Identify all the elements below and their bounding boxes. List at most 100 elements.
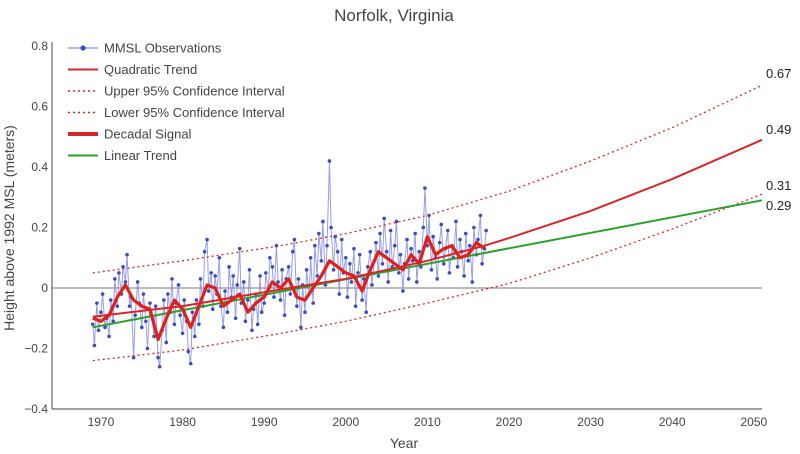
observation-point (376, 274, 381, 278)
observation-point (210, 307, 215, 311)
observation-point (397, 271, 401, 275)
end-value-label: 0.31 (766, 178, 791, 193)
observation-point (339, 237, 344, 242)
x-tick-label: 2020 (496, 415, 523, 429)
end-value-label: 0.67 (766, 66, 791, 81)
legend-item: Upper 95% Confidence Interval (68, 84, 285, 99)
observation-point (225, 310, 230, 315)
observation-point (413, 231, 417, 236)
y-tick-label: −0.4 (24, 402, 48, 416)
observation-point (384, 249, 389, 254)
observation-point (484, 228, 488, 233)
observation-point (290, 249, 295, 254)
observation-point (315, 274, 320, 278)
observation-point (180, 331, 185, 336)
legend-label: Decadal Signal (104, 127, 192, 142)
observation-point (258, 274, 262, 278)
observation-point (193, 334, 197, 339)
legend-label: Upper 95% Confidence Interval (104, 84, 285, 99)
observation-point (360, 298, 364, 302)
observation-point (235, 283, 240, 287)
observation-point (288, 292, 293, 296)
observation-point (186, 349, 191, 354)
legend-item: MMSL Observations (68, 41, 222, 56)
observation-point (190, 310, 195, 315)
observation-point (392, 243, 397, 248)
observation-point (259, 310, 264, 315)
observation-point (337, 292, 342, 296)
observation-point (141, 292, 146, 296)
observation-point (470, 280, 475, 284)
observation-point (406, 277, 411, 281)
y-axis-title: Height above 1992 MSL (meters) (1, 125, 17, 331)
observation-point (311, 301, 315, 305)
observation-point (417, 249, 422, 254)
observation-point (223, 289, 227, 293)
observation-point (280, 268, 284, 272)
observation-point (198, 277, 203, 281)
y-tick-label: 0.6 (31, 100, 48, 114)
observation-point (123, 280, 128, 284)
observation-point (343, 255, 348, 260)
observation-point (349, 280, 354, 284)
observation-point (100, 292, 105, 296)
observation-point (243, 319, 248, 324)
observation-point (282, 313, 287, 318)
observation-point (304, 268, 309, 272)
observation-point (409, 246, 413, 251)
x-tick-label: 2000 (332, 415, 359, 429)
observation-point (308, 255, 313, 260)
observation-point (364, 310, 368, 315)
observation-point (133, 313, 138, 318)
observation-point (441, 262, 446, 266)
observation-point (352, 246, 356, 251)
observation-point (241, 280, 246, 284)
observation-point (92, 343, 97, 348)
y-tick-label: 0.4 (31, 160, 48, 174)
legend-item: Lower 95% Confidence Interval (68, 105, 285, 120)
x-tick-label: 1980 (169, 415, 196, 429)
observation-point (295, 304, 299, 308)
observation-point (221, 325, 226, 330)
observation-point (164, 340, 169, 345)
observation-point (386, 280, 391, 284)
legend-swatch-marker (80, 45, 86, 51)
observation-point (431, 234, 435, 239)
upper-ci-line (92, 84, 763, 274)
observation-point (447, 271, 452, 275)
observation-point (329, 225, 333, 230)
observation-point (162, 298, 166, 302)
observation-point (139, 325, 144, 330)
observation-point (361, 277, 366, 281)
observation-point (472, 225, 476, 230)
observation-point (127, 304, 132, 308)
legend-item: Linear Trend (68, 148, 177, 163)
observation-point (401, 289, 405, 293)
observation-point (335, 249, 340, 254)
observation-point (312, 243, 317, 248)
observation-point (209, 271, 213, 275)
observation-point (462, 274, 466, 278)
observation-point (103, 325, 107, 330)
legend-label: Lower 95% Confidence Interval (104, 105, 285, 120)
observation-point (262, 301, 266, 305)
observation-point (202, 249, 207, 254)
observation-point (213, 274, 218, 278)
observation-point (458, 237, 462, 242)
x-tick-label: 2010 (414, 415, 441, 429)
observation-point (99, 310, 103, 315)
observation-point (272, 295, 276, 299)
observation-point (374, 240, 378, 245)
observation-point (188, 361, 193, 366)
observation-point (145, 346, 150, 351)
observation-point (264, 271, 268, 275)
observation-point (135, 280, 140, 284)
legend: MMSL Observations Quadratic Trend Upper 95… (68, 41, 285, 163)
observation-point (325, 243, 329, 248)
observation-point (172, 322, 177, 327)
observation-point (382, 216, 386, 221)
observation-point (107, 334, 111, 339)
observation-point (231, 274, 235, 278)
observation-point (466, 258, 471, 263)
